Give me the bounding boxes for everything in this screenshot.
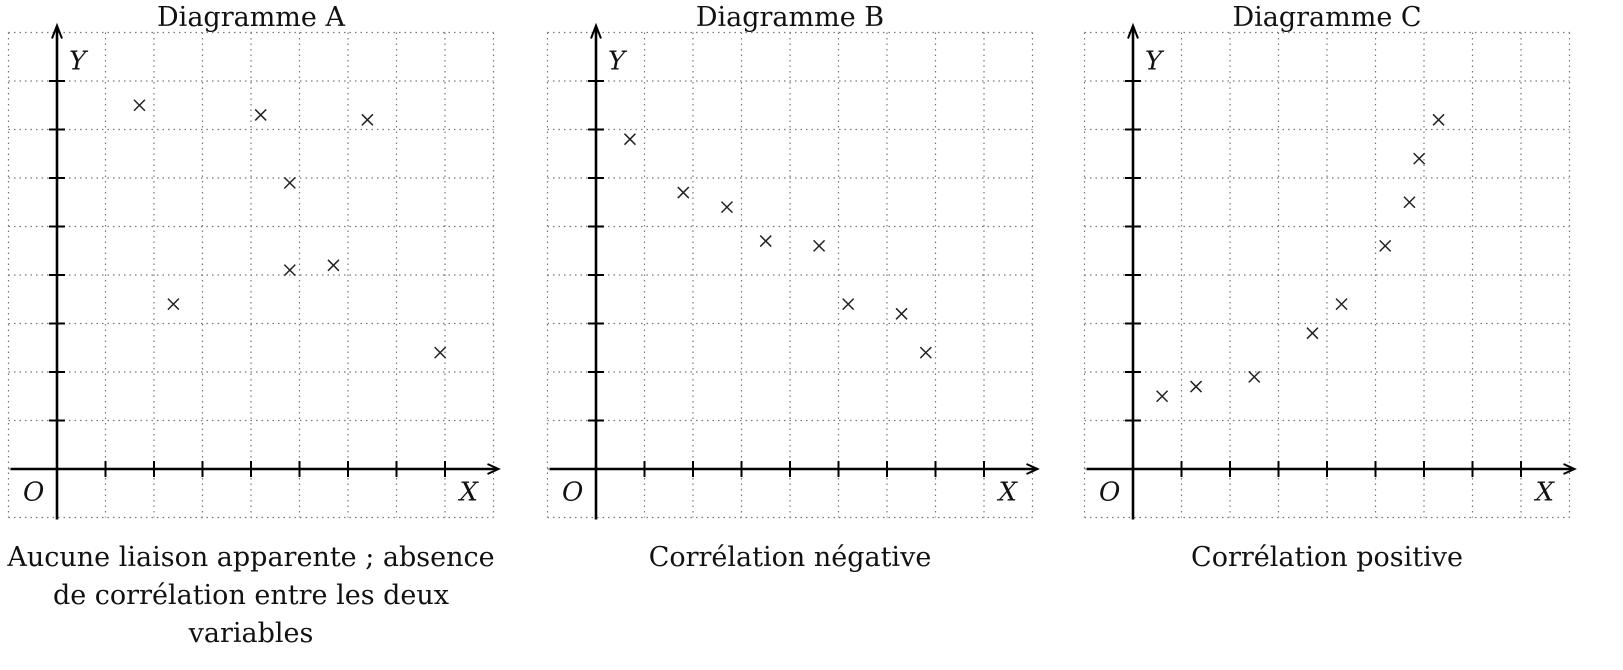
scatter-point [1156, 390, 1169, 403]
diagram-title: Diagramme A [157, 2, 345, 33]
x-axis-label: X [997, 478, 1019, 508]
origin-label: O [1099, 478, 1120, 508]
diagram-caption-line: Corrélation positive [1191, 542, 1463, 573]
origin-label: O [23, 478, 44, 508]
axes: Y X O [1086, 22, 1577, 520]
scatter-point [623, 133, 636, 146]
data-points [623, 133, 932, 359]
scatter-point [133, 99, 146, 112]
scatter-point [283, 176, 296, 189]
origin-label: O [562, 478, 583, 508]
x-axis-arrow [487, 463, 501, 475]
scatter-point [1248, 370, 1261, 383]
diagram-panel-c: Diagramme C Y X O Corrélation positive [1083, 2, 1577, 573]
grid [7, 31, 495, 519]
diagram-caption-line: variables [188, 618, 314, 649]
diagram-panel-b: Diagramme B Y X O Corrélation négative [546, 2, 1040, 573]
diagram-caption-line: de corrélation entre les deux [53, 580, 449, 611]
grid [1083, 31, 1571, 519]
x-axis-arrow [1026, 463, 1040, 475]
scatter-point [1306, 327, 1319, 340]
data-points [1156, 113, 1445, 403]
scatter-point [434, 346, 447, 359]
x-axis-arrow [1563, 463, 1577, 475]
scatter-point [759, 235, 772, 248]
scatter-point [254, 108, 267, 121]
scatter-point [1432, 113, 1445, 126]
scatter-point [720, 201, 733, 214]
diagram-title: Diagramme C [1232, 2, 1421, 33]
scatter-point [813, 239, 826, 252]
diagram-panel-a: Diagramme A Y X O Aucune liaison apparente ;… [6, 2, 501, 649]
axes: Y X O [549, 22, 1040, 520]
scatter-point [283, 264, 296, 277]
y-axis-arrow [51, 22, 63, 39]
y-axis-label: Y [69, 46, 89, 76]
scatter-point [1335, 298, 1348, 311]
diagram-caption-line: Aucune liaison apparente ; absence [6, 542, 494, 573]
data-points [133, 99, 447, 359]
y-axis-arrow [590, 22, 602, 39]
scatter-point [895, 307, 908, 320]
scatter-point [167, 298, 180, 311]
y-axis-label: Y [608, 46, 628, 76]
scatter-point [842, 298, 855, 311]
grid [546, 31, 1034, 519]
axes: Y X O [10, 22, 501, 520]
scatter-point [1379, 239, 1392, 252]
scatter-point [1403, 196, 1416, 209]
diagram-title: Diagramme B [696, 2, 884, 33]
diagram-caption-line: Corrélation négative [649, 542, 932, 573]
scatter-point [677, 186, 690, 199]
y-axis-label: Y [1145, 46, 1165, 76]
x-axis-label: X [1534, 478, 1556, 508]
scatter-point [361, 113, 374, 126]
scatter-point [919, 346, 932, 359]
x-axis-label: X [458, 478, 480, 508]
y-axis-arrow [1127, 22, 1139, 39]
scatter-point [1190, 380, 1203, 393]
scatter-point [1413, 152, 1426, 165]
scatter-point [327, 259, 340, 272]
